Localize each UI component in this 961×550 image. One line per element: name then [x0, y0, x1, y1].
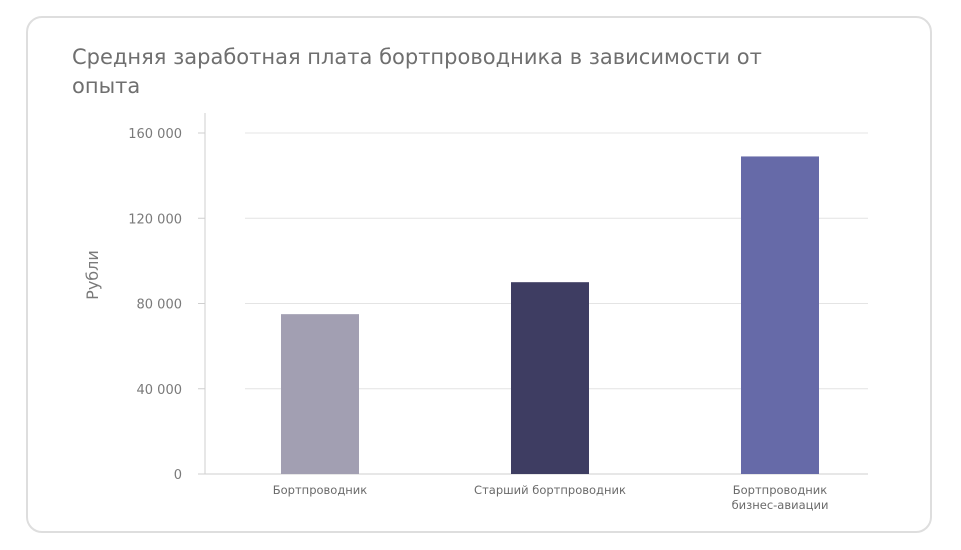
y-tick-label: 120 000: [128, 212, 182, 227]
y-tick-label: 0: [174, 468, 182, 483]
y-tick-label: 40 000: [137, 383, 183, 398]
category-label: бизнес-авиации: [732, 498, 829, 512]
bar: [281, 314, 359, 474]
category-label: Бортпроводник: [733, 483, 828, 497]
y-tick-label: 80 000: [137, 298, 183, 313]
bar: [511, 282, 589, 474]
chart-title: Средняя заработная плата бортпроводника …: [72, 45, 762, 98]
bars: [281, 156, 819, 474]
y-tick-label: 160 000: [128, 127, 182, 142]
y-tick-labels: 0 40 000 80 000 120 000 160 000: [128, 127, 182, 483]
category-label: Старший бортпроводник: [474, 483, 626, 497]
category-labels: Бортпроводник Старший бортпроводник Бортпр…: [273, 483, 829, 512]
category-label: Бортпроводник: [273, 483, 368, 497]
bar: [741, 156, 819, 474]
y-axis-label: Рубли: [83, 250, 102, 300]
